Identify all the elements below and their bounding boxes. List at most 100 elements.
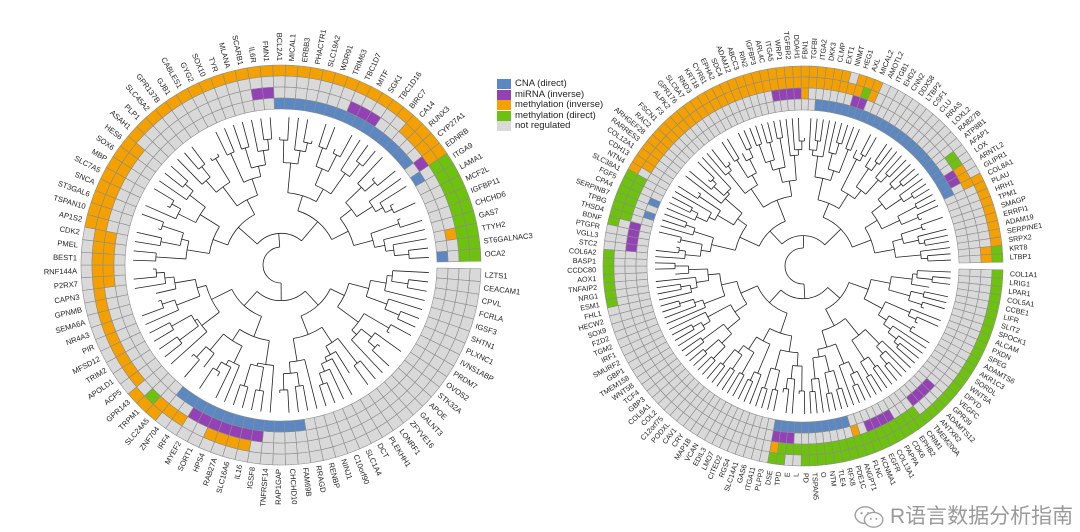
dendrogram-branch [889,164,911,185]
dendrogram-arc [175,208,182,219]
heatmap-cell [808,76,818,89]
dendrogram-arc [922,291,925,297]
dendrogram-branch [872,367,888,389]
dendrogram-branch [924,234,948,241]
dendrogram-branch [387,275,393,277]
legend-swatch [497,79,511,90]
heatmap-cell [458,249,471,262]
dendrogram-branch [377,344,381,347]
dendrogram-branch [880,175,888,183]
dendrogram-arc [384,275,388,291]
dendrogram-branch [176,295,201,306]
dendrogram-arc [866,374,872,378]
dendrogram-arc [914,203,918,210]
dendrogram-branch [353,365,369,386]
gene-label: IGSF8 [245,466,257,489]
heatmap-cell [261,430,275,444]
dendrogram-branch [833,370,840,389]
dendrogram-branch [660,225,693,236]
gene-label: VGLL3 [576,227,599,239]
gene-label: GPNMB [54,305,83,320]
dendrogram-branch [224,128,235,153]
dendrogram-arc [697,193,702,199]
dendrogram-arc [756,143,762,147]
dendrogram-branch [319,373,324,385]
heatmap-cell [294,418,307,432]
gene-label: TTYH2 [481,220,506,233]
heatmap-cell [602,248,615,259]
dendrogram-branch [864,219,878,229]
dendrogram-branch [678,185,698,199]
dendrogram-branch [736,159,749,178]
dendrogram-branch [860,134,872,155]
gene-label: DKK3 [826,42,837,62]
dendrogram-branch [217,371,221,377]
dendrogram-branch [704,339,719,352]
legend-label: methylation (inverse) [515,99,604,110]
dendrogram-branch [838,365,854,406]
heatmap-cell [792,454,802,467]
dendrogram-arc [223,333,243,347]
dendrogram-arc [865,166,872,171]
heatmap-cell [260,441,274,455]
dendrogram-arc [185,240,190,259]
heatmap-cell [602,265,615,275]
dendrogram-branch [359,360,376,380]
dendrogram-branch [778,168,783,183]
dendrogram-branch [748,336,757,350]
dendrogram-arc [397,311,402,320]
watermark-text: R语言数据分析指南 [890,505,1074,528]
heatmap-cell [284,97,296,110]
gene-label: L [791,473,800,477]
dendrogram-branch [870,279,891,284]
gene-label: BEST1 [53,253,77,263]
gene-label: NTM [828,470,839,487]
dendrogram-branch [658,231,682,238]
dendrogram-branch [372,350,390,367]
dendrogram-branch [655,256,685,259]
dendrogram-branch [210,157,213,161]
heatmap-cell [793,432,802,445]
gene-label: ERBB3 [300,37,312,63]
dendrogram-branch [282,140,285,163]
heatmap-cell [294,98,307,112]
gene-label: TNFRSF14 [258,468,270,507]
dendrogram-branch [901,217,919,225]
dendrogram-branch [158,228,162,231]
dendrogram-branch [390,203,394,207]
dendrogram-branch [134,283,166,289]
dendrogram-arc [887,325,894,333]
dendrogram-arc [734,349,743,356]
dendrogram-branch [303,119,309,143]
heatmap-cell [784,442,795,456]
dendrogram-arc [828,152,836,155]
heatmap-cell [273,420,286,433]
heatmap-cell [91,264,104,278]
heatmap-cell [273,431,286,444]
dendrogram-branch [675,272,689,275]
heatmap-cell [978,238,992,248]
dendrogram-arc [845,148,851,151]
dendrogram-branch [366,296,388,305]
dendrogram-branch [877,364,893,385]
dendrogram-branch [737,218,747,226]
dendrogram-branch [840,159,857,191]
gene-label: IGSF3 [474,322,498,337]
dendrogram-branch [351,329,357,335]
dendrogram-branch [885,350,907,373]
heatmap-cell [624,250,637,260]
gene-label: WRP1 [773,39,784,61]
legend-item-cna: CNA (direct) [497,78,603,90]
dendrogram-arc [226,151,235,156]
gene-label: FBN1 [800,41,809,59]
dendrogram-branch [888,315,912,330]
dendrogram-branch [244,147,252,169]
dendrogram-branch [874,143,888,162]
heatmap-cell [784,76,795,90]
dendrogram-branch [750,188,764,208]
dendrogram-branch [678,328,706,347]
dendrogram-branch [803,283,806,299]
dendrogram-branch [408,247,429,251]
dendrogram-branch [288,361,291,374]
dendrogram-branch [156,288,177,294]
